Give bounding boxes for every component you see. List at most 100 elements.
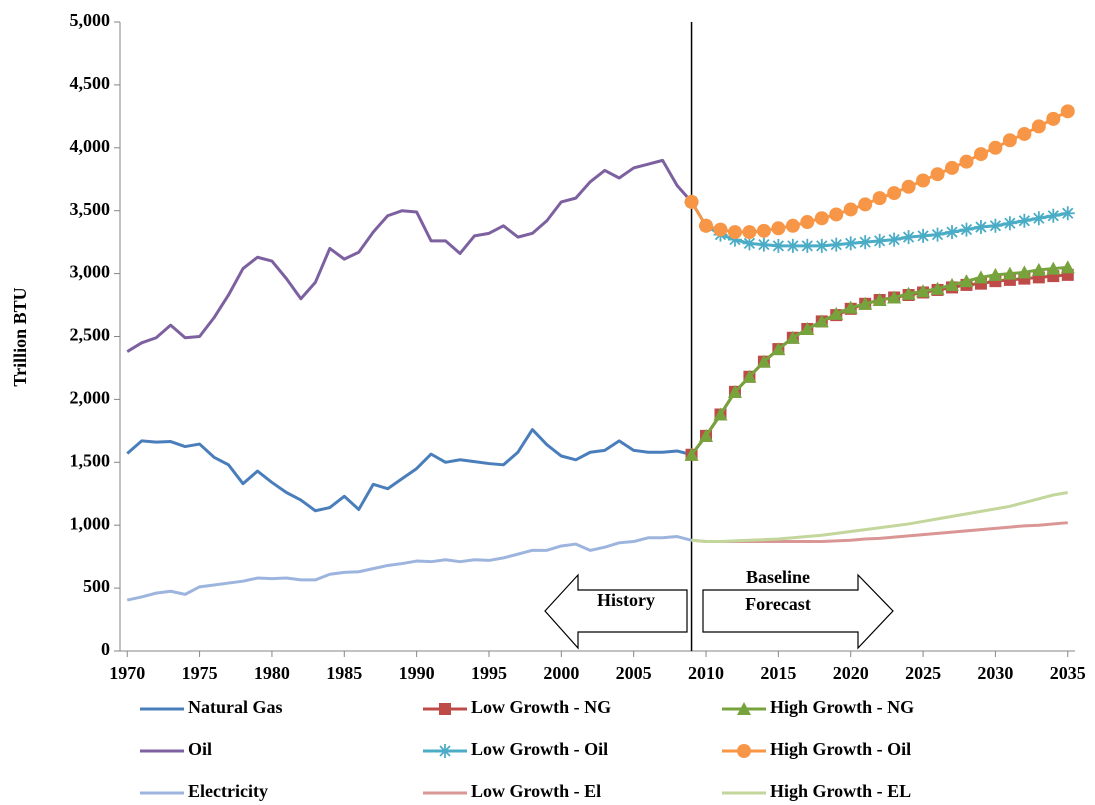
plot-area: [114, 21, 1075, 657]
marker: [945, 160, 960, 175]
marker: [1017, 213, 1032, 228]
marker: [901, 230, 916, 245]
y-tick-label: 4,500: [70, 73, 111, 93]
marker: [684, 194, 699, 209]
marker: [916, 173, 931, 188]
marker: [858, 235, 873, 250]
marker: [887, 186, 902, 201]
marker: [785, 330, 800, 344]
marker: [785, 238, 800, 253]
marker: [699, 428, 714, 442]
marker: [930, 281, 945, 295]
legend-label: High Growth - Oil: [770, 739, 911, 759]
marker: [973, 147, 988, 162]
marker: [1046, 111, 1061, 126]
marker: [756, 354, 771, 368]
x-tick-label: 2025: [905, 663, 941, 683]
marker: [800, 321, 815, 335]
x-tick-label: 2015: [760, 663, 796, 683]
x-tick-label: 1980: [254, 663, 290, 683]
arrow-shape: [544, 573, 688, 650]
legend-marker: [439, 703, 451, 715]
marker: [771, 221, 786, 236]
marker: [800, 238, 815, 253]
legend-label: Oil: [188, 739, 212, 759]
marker: [771, 238, 786, 253]
marker: [1046, 261, 1061, 275]
marker: [742, 236, 757, 251]
marker: [988, 267, 1003, 281]
marker: [843, 202, 858, 217]
marker: [959, 274, 974, 288]
y-tick-label: 4,000: [70, 136, 111, 156]
y-tick-label: 1,500: [70, 450, 111, 470]
y-axis-title: Trillion BTU: [10, 287, 30, 386]
marker: [945, 277, 960, 291]
marker: [814, 211, 829, 226]
x-tick-label: 1995: [471, 663, 507, 683]
history-arrow: History: [544, 573, 688, 650]
marker: [684, 447, 699, 461]
marker: [727, 225, 742, 240]
marker: [829, 207, 844, 222]
marker: [814, 314, 829, 328]
marker: [887, 290, 902, 304]
y-tick-label: 2,000: [70, 388, 111, 408]
y-tick-label: 3,500: [70, 199, 111, 219]
marker: [713, 407, 728, 421]
arrow-shape: [702, 573, 894, 650]
marker: [901, 286, 916, 300]
legend-label: Electricity: [188, 781, 268, 801]
marker: [814, 238, 829, 253]
legend-label: High Growth - EL: [770, 781, 911, 801]
marker: [742, 225, 757, 240]
marker: [727, 384, 742, 398]
marker: [1060, 260, 1075, 274]
marker: [916, 228, 931, 243]
marker: [1002, 133, 1017, 148]
marker: [930, 227, 945, 242]
marker: [973, 220, 988, 235]
y-tick-label: 5,000: [70, 10, 111, 30]
marker: [988, 218, 1003, 233]
marker: [1060, 104, 1075, 119]
legend-marker: [737, 702, 751, 715]
y-tick-label: 2,500: [70, 325, 111, 345]
x-tick-label: 2005: [616, 663, 652, 683]
marker: [872, 191, 887, 206]
y-tick-label: 1,000: [70, 513, 111, 533]
marker: [800, 215, 815, 230]
marker: [843, 300, 858, 314]
marker: [858, 296, 873, 310]
y-tick-label: 3,000: [70, 262, 111, 282]
marker: [1031, 262, 1046, 276]
marker: [699, 218, 714, 233]
legend-label: Low Growth - Oil: [471, 739, 608, 759]
marker: [829, 237, 844, 252]
series-line: [126, 535, 692, 602]
marker: [1031, 119, 1046, 134]
marker: [973, 270, 988, 284]
marker: [959, 222, 974, 237]
series-line: [126, 158, 693, 353]
series-line: [690, 109, 1069, 234]
x-tick-label: 2030: [977, 663, 1013, 683]
x-tick-label: 1970: [109, 663, 145, 683]
marker: [1017, 126, 1032, 141]
x-tick-label: 1975: [182, 663, 218, 683]
series-line: [691, 521, 1068, 544]
marker: [916, 284, 931, 298]
marker: [872, 233, 887, 248]
marker: [1002, 266, 1017, 280]
marker: [756, 223, 771, 238]
legend-label: Low Growth - NG: [471, 697, 611, 717]
forecast-label: Baseline: [746, 567, 810, 587]
marker: [771, 342, 786, 356]
legend-label: Low Growth - El: [471, 781, 601, 801]
marker: [1017, 265, 1032, 279]
marker: [829, 306, 844, 320]
series-line: [126, 428, 692, 513]
x-tick-label: 2035: [1050, 663, 1086, 683]
marker: [713, 222, 728, 237]
